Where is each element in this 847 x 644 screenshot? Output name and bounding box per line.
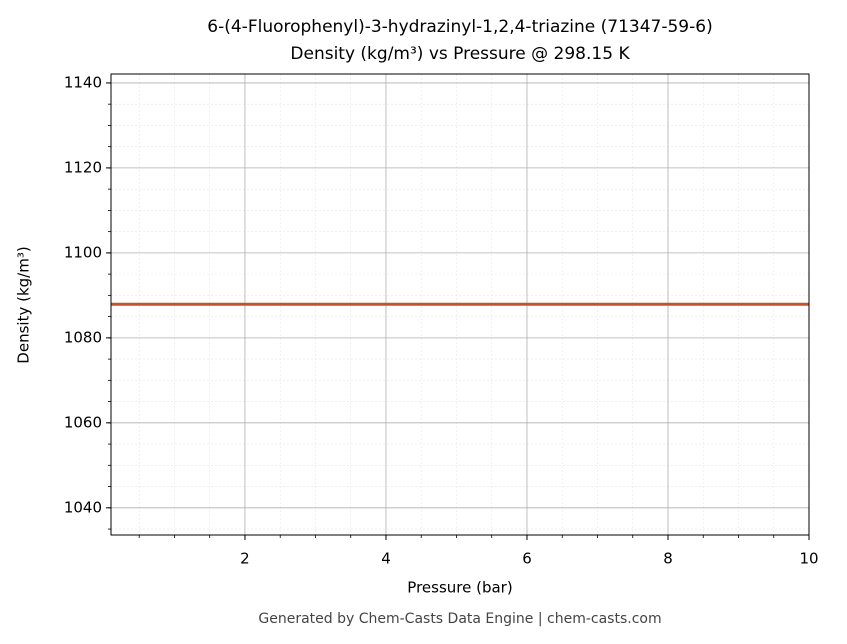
y-tick-label: 1100 bbox=[64, 243, 102, 261]
x-tick-label: 2 bbox=[240, 550, 250, 568]
plot-frame bbox=[110, 73, 810, 536]
chart-subtitle: Density (kg/m³) vs Pressure @ 298.15 K bbox=[290, 44, 630, 64]
y-tick-label: 1140 bbox=[64, 73, 102, 91]
footer: Generated by Chem-Casts Data Engine | ch… bbox=[258, 611, 661, 627]
x-tick-label: 6 bbox=[522, 550, 532, 568]
x-tick-label: 4 bbox=[381, 550, 391, 568]
y-tick-label: 1080 bbox=[64, 328, 102, 346]
chart-title: 6-(4-Fluorophenyl)-3-hydrazinyl-1,2,4-tr… bbox=[207, 17, 712, 37]
y-axis-label: Density (kg/m³) bbox=[15, 246, 33, 363]
x-tick-label: 8 bbox=[663, 550, 673, 568]
x-axis-label: Pressure (bar) bbox=[407, 579, 512, 597]
y-tick-label: 1040 bbox=[64, 498, 102, 516]
y-tick-label: 1120 bbox=[64, 158, 102, 176]
y-tick-label: 1060 bbox=[64, 413, 102, 431]
x-tick-label: 10 bbox=[799, 550, 818, 568]
